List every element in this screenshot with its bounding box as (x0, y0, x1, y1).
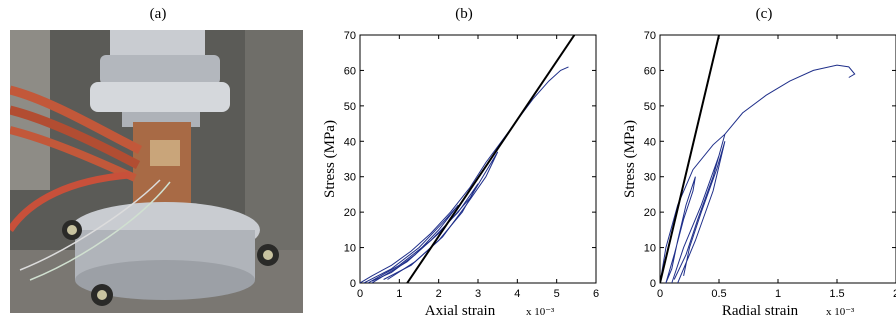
x-tick-label: 4 (514, 288, 520, 300)
y-tick-label: 50 (644, 101, 656, 113)
x-tick-label: 5 (554, 288, 560, 300)
specimen-photo (10, 30, 303, 313)
series-line-1 (665, 176, 696, 283)
x-tick-label: 1 (396, 288, 402, 300)
series-line-4 (406, 35, 576, 283)
x-tick-label: 0 (657, 288, 663, 300)
x-axis-unit: x 10⁻³ (826, 306, 855, 318)
series-line-2 (671, 134, 726, 283)
series-line-0 (360, 66, 569, 283)
y-tick-label: 70 (344, 30, 356, 42)
y-tick-label: 50 (344, 101, 356, 113)
x-tick-label: 6 (593, 288, 599, 300)
panel-label-b: (b) (455, 6, 473, 22)
x-axis-unit: x 10⁻³ (526, 306, 555, 318)
y-tick-label: 60 (644, 65, 656, 77)
panel-label-c: (c) (755, 6, 773, 22)
y-tick-label: 20 (644, 207, 656, 219)
panel-label-a: (a) (149, 6, 167, 22)
series-line-4 (660, 35, 720, 283)
y-axis-label: Stress (MPa) (622, 120, 638, 198)
y-axis-label: Stress (MPa) (322, 120, 338, 198)
plot-frame (659, 34, 896, 284)
y-tick-label: 30 (644, 172, 656, 184)
x-tick-label: 2 (893, 288, 896, 300)
y-tick-label: 0 (350, 278, 356, 290)
x-tick-label: 2 (436, 288, 442, 300)
x-tick-label: 0 (357, 288, 363, 300)
y-tick-label: 60 (344, 65, 356, 77)
y-tick-label: 40 (644, 136, 656, 148)
y-tick-label: 70 (644, 30, 656, 42)
x-tick-label: 0.5 (711, 288, 726, 300)
y-tick-label: 10 (644, 243, 656, 255)
x-axis-label: Axial strain (425, 303, 496, 319)
y-tick-label: 30 (344, 172, 356, 184)
y-tick-label: 20 (344, 207, 356, 219)
y-tick-label: 10 (344, 243, 356, 255)
x-tick-label: 1.5 (829, 288, 844, 300)
x-tick-label: 1 (775, 288, 781, 300)
x-axis-label: Radial strain (722, 303, 799, 319)
y-tick-label: 0 (650, 278, 656, 290)
series-line-3 (677, 141, 726, 283)
y-tick-label: 40 (344, 136, 356, 148)
x-tick-label: 3 (475, 288, 481, 300)
